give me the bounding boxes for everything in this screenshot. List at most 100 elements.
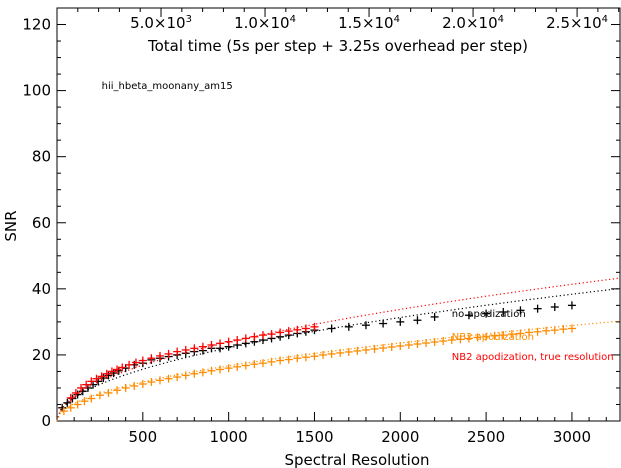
plus-marker — [155, 376, 164, 385]
plus-marker — [73, 390, 82, 399]
y-tick-label: 100 — [22, 82, 51, 100]
plus-marker — [66, 403, 75, 412]
annotation-3: NB2 apodization, true resolution — [452, 352, 614, 363]
plus-marker — [190, 344, 199, 353]
plus-marker — [97, 372, 106, 381]
fit-curves — [56, 277, 621, 422]
y-tick-label: 80 — [32, 148, 51, 166]
plus-marker — [59, 407, 68, 416]
plus-marker — [80, 397, 89, 406]
plus-marker — [125, 360, 134, 369]
plus-marker — [207, 366, 216, 375]
plus-marker — [250, 332, 259, 341]
plus-marker — [473, 333, 482, 342]
plus-marker — [118, 363, 127, 372]
plus-marker — [456, 335, 465, 344]
x-tick-label: 2000 — [381, 428, 419, 446]
plus-marker — [379, 319, 388, 328]
plus-marker — [361, 321, 370, 330]
plus-marker — [516, 329, 525, 338]
plus-marker — [121, 383, 130, 392]
plus-marker — [77, 383, 86, 392]
plus-marker — [173, 347, 182, 356]
plus-marker — [68, 394, 77, 403]
plus-marker — [430, 312, 439, 321]
plus-marker — [567, 324, 576, 333]
top-axis-title: Total time (5s per step + 3.25s overhead… — [147, 37, 528, 55]
top-tick-label: 5.0×103 — [130, 14, 192, 32]
plus-marker — [422, 339, 431, 348]
plus-marker — [447, 336, 456, 345]
plus-marker — [216, 365, 225, 374]
plus-marker — [104, 371, 113, 380]
plus-marker — [490, 331, 499, 340]
plus-marker — [353, 346, 362, 355]
plus-marker — [370, 344, 379, 353]
plus-marker — [559, 325, 568, 334]
fit-curve-1 — [56, 277, 621, 422]
top-tick-label: 2.5×104 — [546, 14, 608, 32]
plus-marker — [92, 374, 101, 383]
plus-marker — [482, 309, 491, 318]
plus-marker — [198, 368, 207, 377]
plus-marker — [164, 374, 173, 383]
plus-marker — [319, 350, 328, 359]
plus-marker — [138, 356, 147, 365]
plus-marker — [379, 343, 388, 352]
plus-marker — [107, 367, 116, 376]
plus-marker — [327, 349, 336, 358]
plus-marker — [258, 331, 267, 340]
plus-marker — [507, 330, 516, 339]
plus-marker — [336, 348, 345, 357]
plus-marker — [404, 341, 413, 350]
plus-marker — [413, 340, 422, 349]
annotation-0: hii_hbeta_moonany_am15 — [102, 81, 233, 92]
plus-marker — [233, 336, 242, 345]
plus-marker — [499, 331, 508, 340]
plus-marker — [276, 328, 285, 337]
plot-border — [56, 7, 621, 422]
plus-marker — [310, 352, 319, 361]
plus-marker — [310, 322, 319, 331]
plus-marker — [267, 357, 276, 366]
plus-marker — [344, 347, 353, 356]
y-tick-label: 20 — [32, 346, 51, 364]
top-tick-label: 1.0×104 — [234, 14, 296, 32]
plus-marker — [131, 358, 140, 367]
plus-marker — [499, 307, 508, 316]
top-tick-label: 2.0×104 — [442, 14, 504, 32]
x-tick-label: 1000 — [210, 428, 248, 446]
plus-marker — [327, 324, 336, 333]
plus-marker — [147, 378, 156, 387]
plus-marker — [87, 377, 96, 386]
plus-marker — [344, 322, 353, 331]
plus-marker — [66, 393, 75, 402]
x-axis-ticks: 500 1000 1500 2000 2500 3000 — [73, 412, 607, 446]
plus-marker — [293, 325, 302, 334]
y-tick-label: 0 — [41, 412, 51, 430]
plus-marker — [241, 334, 250, 343]
plus-marker — [250, 360, 259, 369]
plus-marker — [396, 317, 405, 326]
plus-marker — [82, 380, 91, 389]
plus-marker — [267, 330, 276, 339]
plus-marker — [198, 342, 207, 351]
fit-curve-0 — [56, 287, 621, 422]
plus-marker — [155, 351, 164, 360]
plus-marker — [233, 362, 242, 371]
y-tick-label: 60 — [32, 214, 51, 232]
plus-marker — [276, 356, 285, 365]
plus-marker — [130, 381, 139, 390]
plus-marker — [164, 349, 173, 358]
y-axis-title: SNR — [2, 210, 20, 241]
y-tick-label: 40 — [32, 280, 51, 298]
plus-marker — [439, 337, 448, 346]
plus-marker — [216, 339, 225, 348]
plus-marker — [361, 345, 370, 354]
plus-marker — [396, 341, 405, 350]
plus-marker — [113, 365, 122, 374]
plus-marker — [464, 334, 473, 343]
top-tick-label: 1.5×104 — [338, 14, 400, 32]
